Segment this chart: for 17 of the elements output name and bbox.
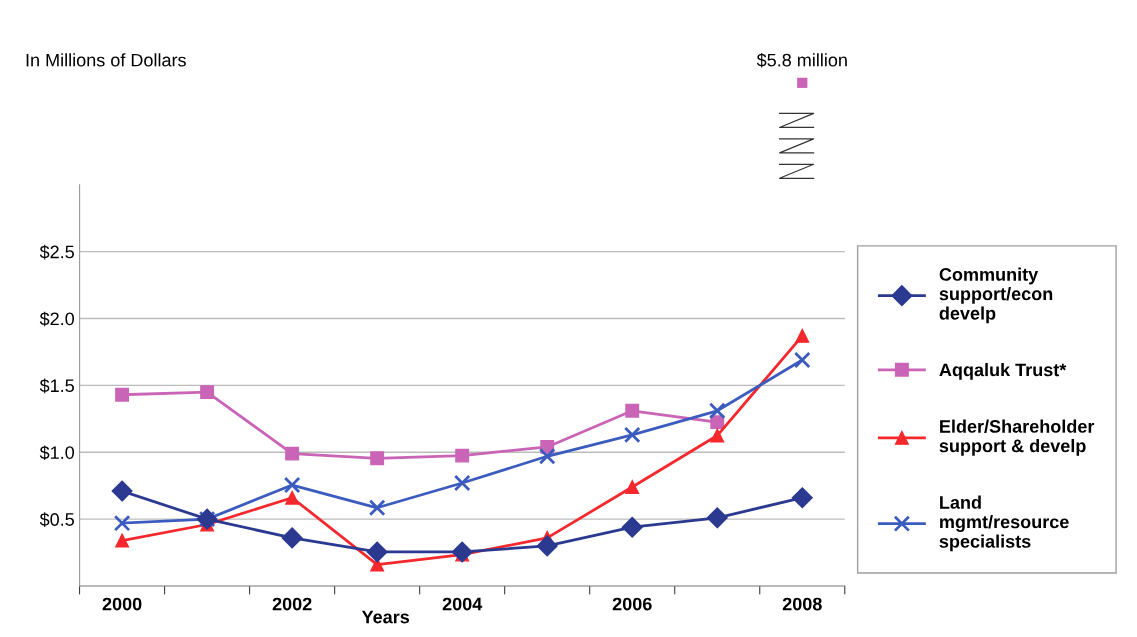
x-tick-label: 2002 <box>272 597 312 611</box>
y-tick-label: $2.5 <box>39 244 74 260</box>
text: $5.8 million <box>756 52 847 68</box>
x-tick-label: 2004 <box>442 597 483 611</box>
x-tick-label: 2008 <box>782 597 822 611</box>
legend-label: Land mgmt/resource specialists <box>939 495 1069 552</box>
text: In Millions of Dollars <box>26 53 186 67</box>
y-tick-label: $2.0 <box>39 311 75 327</box>
legend-label: Community support/econ develp <box>939 267 1053 324</box>
y-tick-label: $0.5 <box>39 512 74 527</box>
x-tick-label: 2000 <box>102 597 142 611</box>
x-tick-label: 2006 <box>612 597 652 611</box>
legend-label: Elder/Shareholder support & develp <box>939 419 1095 456</box>
y-tick-label: $1.0 <box>39 445 75 461</box>
x-axis-title: Years <box>361 610 410 624</box>
y-tick-label: $1.5 <box>39 378 74 394</box>
legend-label: Aqqaluk Trust* <box>939 363 1067 380</box>
